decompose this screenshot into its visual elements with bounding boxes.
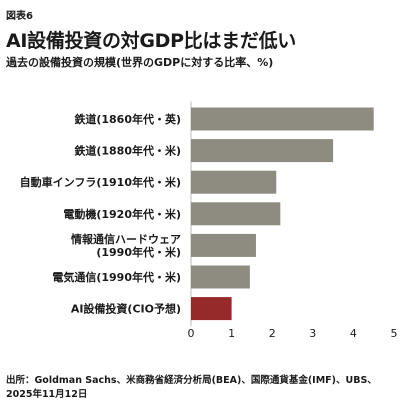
x-tick-label-4: 4 bbox=[350, 327, 357, 340]
bar-6 bbox=[191, 297, 232, 321]
category-label-5: 電気通信(1990年代・米) bbox=[52, 270, 181, 284]
bar-1 bbox=[191, 139, 334, 163]
category-label-1: 鉄道(1880年代・米) bbox=[74, 144, 181, 158]
category-label-6: AI設備投資(CIO予想) bbox=[71, 302, 181, 316]
chart-title: AI設備投資の対GDP比はまだ低い bbox=[6, 30, 296, 52]
category-label-3: 電動機(1920年代・米) bbox=[63, 207, 181, 221]
bar-0 bbox=[191, 107, 374, 131]
category-label-2: 自動車インフラ(1910年代・米) bbox=[20, 175, 181, 189]
x-tick-label-3: 3 bbox=[309, 327, 316, 340]
source-note: 出所：Goldman Sachs、米商務省経済分析局(BEA)、国際通貨基金(I… bbox=[6, 375, 377, 400]
chart-subtitle: 過去の設備投資の規模(世界のGDPに対する比率、%) bbox=[6, 56, 274, 69]
x-tick-label-5: 5 bbox=[391, 327, 398, 340]
category-label-4-0: 情報通信ハードウェア bbox=[71, 232, 181, 246]
bar-5 bbox=[191, 265, 250, 289]
x-tick-label-1: 1 bbox=[228, 327, 235, 340]
x-tick-label-0: 0 bbox=[188, 327, 195, 340]
bar-4 bbox=[191, 233, 256, 257]
x-tick-label-2: 2 bbox=[269, 327, 276, 340]
bar-3 bbox=[191, 202, 281, 226]
bar-2 bbox=[191, 170, 277, 194]
category-label-0: 鉄道(1860年代・英) bbox=[74, 112, 181, 126]
category-label-4-1: (1990年代・米) bbox=[96, 245, 181, 259]
figure-label: 図表6 bbox=[6, 11, 33, 22]
